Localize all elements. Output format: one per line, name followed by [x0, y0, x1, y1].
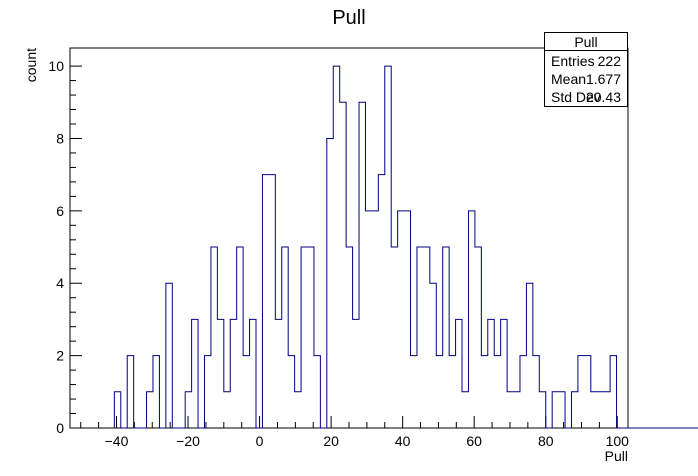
x-axis-label: Pull	[605, 448, 628, 464]
x-tick-label: 80	[538, 433, 554, 449]
stats-value-stddev: 20.43	[585, 89, 621, 105]
x-tick-label: 40	[395, 433, 411, 449]
stats-row-entries: Entries 222	[551, 52, 621, 70]
x-tick-label: 100	[606, 433, 630, 449]
stats-row-stddev: Std Dev 20.43	[551, 88, 621, 106]
stats-label-stddev: Std Dev	[551, 89, 601, 105]
x-tick-label: 60	[466, 433, 482, 449]
y-axis-label: count	[23, 48, 39, 82]
stats-title: Pull	[545, 33, 627, 51]
y-tick-label: 2	[56, 348, 64, 364]
stats-label-mean: Mean	[551, 71, 587, 87]
stats-value-mean: 1.677	[585, 71, 621, 87]
y-tick-label: 10	[48, 58, 64, 74]
x-tick-label: 20	[323, 433, 339, 449]
y-axis-ticks: 0 2 4 6 8 10	[48, 58, 82, 436]
stats-row-mean: Mean 1.677	[551, 70, 621, 88]
y-tick-label: 0	[56, 420, 64, 436]
x-tick-label: −40	[105, 433, 129, 449]
x-tick-label: 0	[256, 433, 264, 449]
x-axis-ticks: −40 −20 0 20 40 60 80 100	[80, 416, 630, 449]
stats-label-entries: Entries	[551, 53, 595, 69]
histogram-line	[113, 65, 698, 429]
stats-box: Pull Entries 222 Mean 1.677 Std Dev 20.4…	[544, 32, 628, 107]
y-tick-label: 8	[56, 130, 64, 146]
y-tick-label: 4	[56, 275, 64, 291]
x-tick-label: −20	[176, 433, 200, 449]
y-tick-label: 6	[56, 203, 64, 219]
stats-value-entries: 222	[597, 53, 621, 69]
chart-title: Pull	[332, 7, 365, 29]
